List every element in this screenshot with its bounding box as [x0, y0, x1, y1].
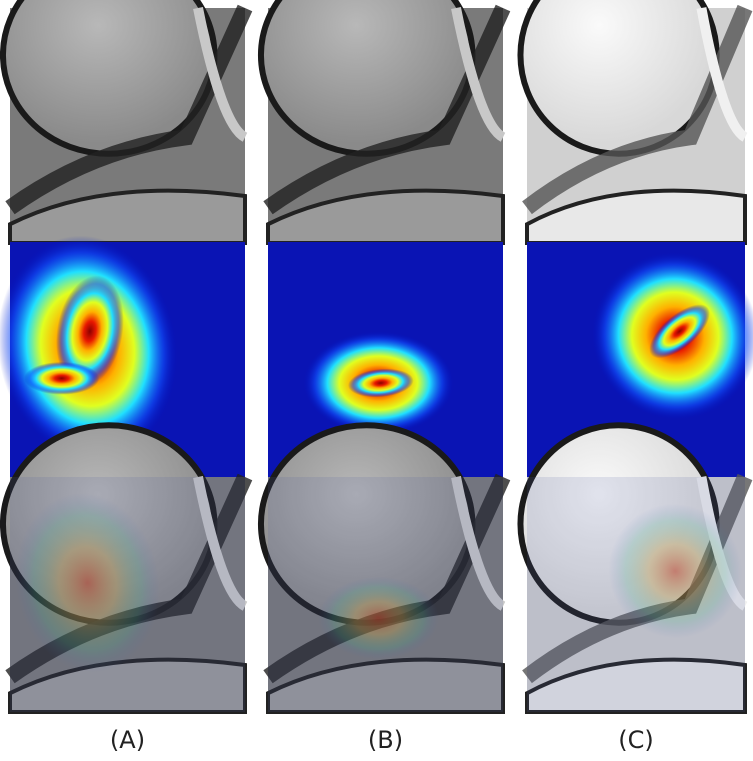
figure: (A) (B) (C)	[0, 0, 753, 761]
panel-label: (B)	[368, 726, 403, 754]
panel-column: (C)	[520, 0, 753, 754]
panel-column: (A)	[0, 0, 245, 754]
panel-label: (C)	[618, 726, 653, 754]
panels: (A) (B) (C)	[0, 0, 753, 754]
panel-column: (B)	[261, 0, 503, 754]
overlay-blob	[318, 577, 438, 660]
panel-label: (A)	[110, 726, 145, 754]
heatmap-blob	[24, 362, 99, 395]
